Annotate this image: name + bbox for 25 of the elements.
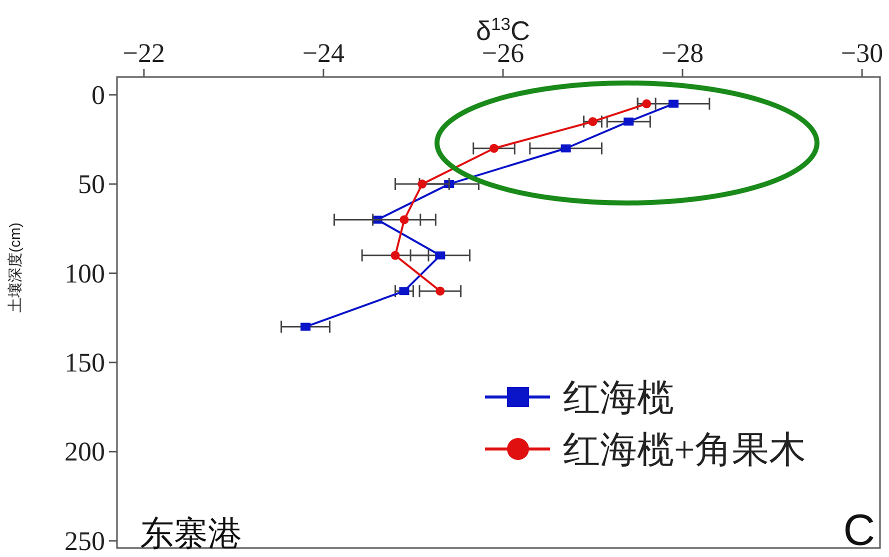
legend-label: 红海榄+角果木 xyxy=(563,430,806,471)
annotation: 东寨港 xyxy=(140,515,242,553)
point xyxy=(390,250,400,260)
y-tick-label: 50 xyxy=(78,169,105,200)
point xyxy=(400,215,409,224)
y-tick-label: 200 xyxy=(64,436,105,467)
y-axis-title: 土壤深度(cm) xyxy=(7,222,24,312)
point xyxy=(436,286,445,296)
point xyxy=(490,144,499,153)
x-tick-label: −28 xyxy=(661,38,704,68)
y-tick-label: 150 xyxy=(64,347,105,378)
point xyxy=(624,118,634,126)
x-tick-label: −22 xyxy=(122,38,166,68)
point xyxy=(435,251,446,260)
point xyxy=(418,180,427,189)
point xyxy=(560,144,571,152)
y-tick-label: 100 xyxy=(64,258,105,288)
legend-label: 红海榄 xyxy=(563,378,674,419)
annotation: C xyxy=(843,506,875,555)
x-tick-label: −24 xyxy=(302,38,346,68)
y-tick-label: 0 xyxy=(92,80,105,110)
point xyxy=(300,322,311,331)
y-tick-label: 250 xyxy=(64,526,105,556)
x-tick-label: −30 xyxy=(840,38,884,68)
point xyxy=(668,100,679,108)
